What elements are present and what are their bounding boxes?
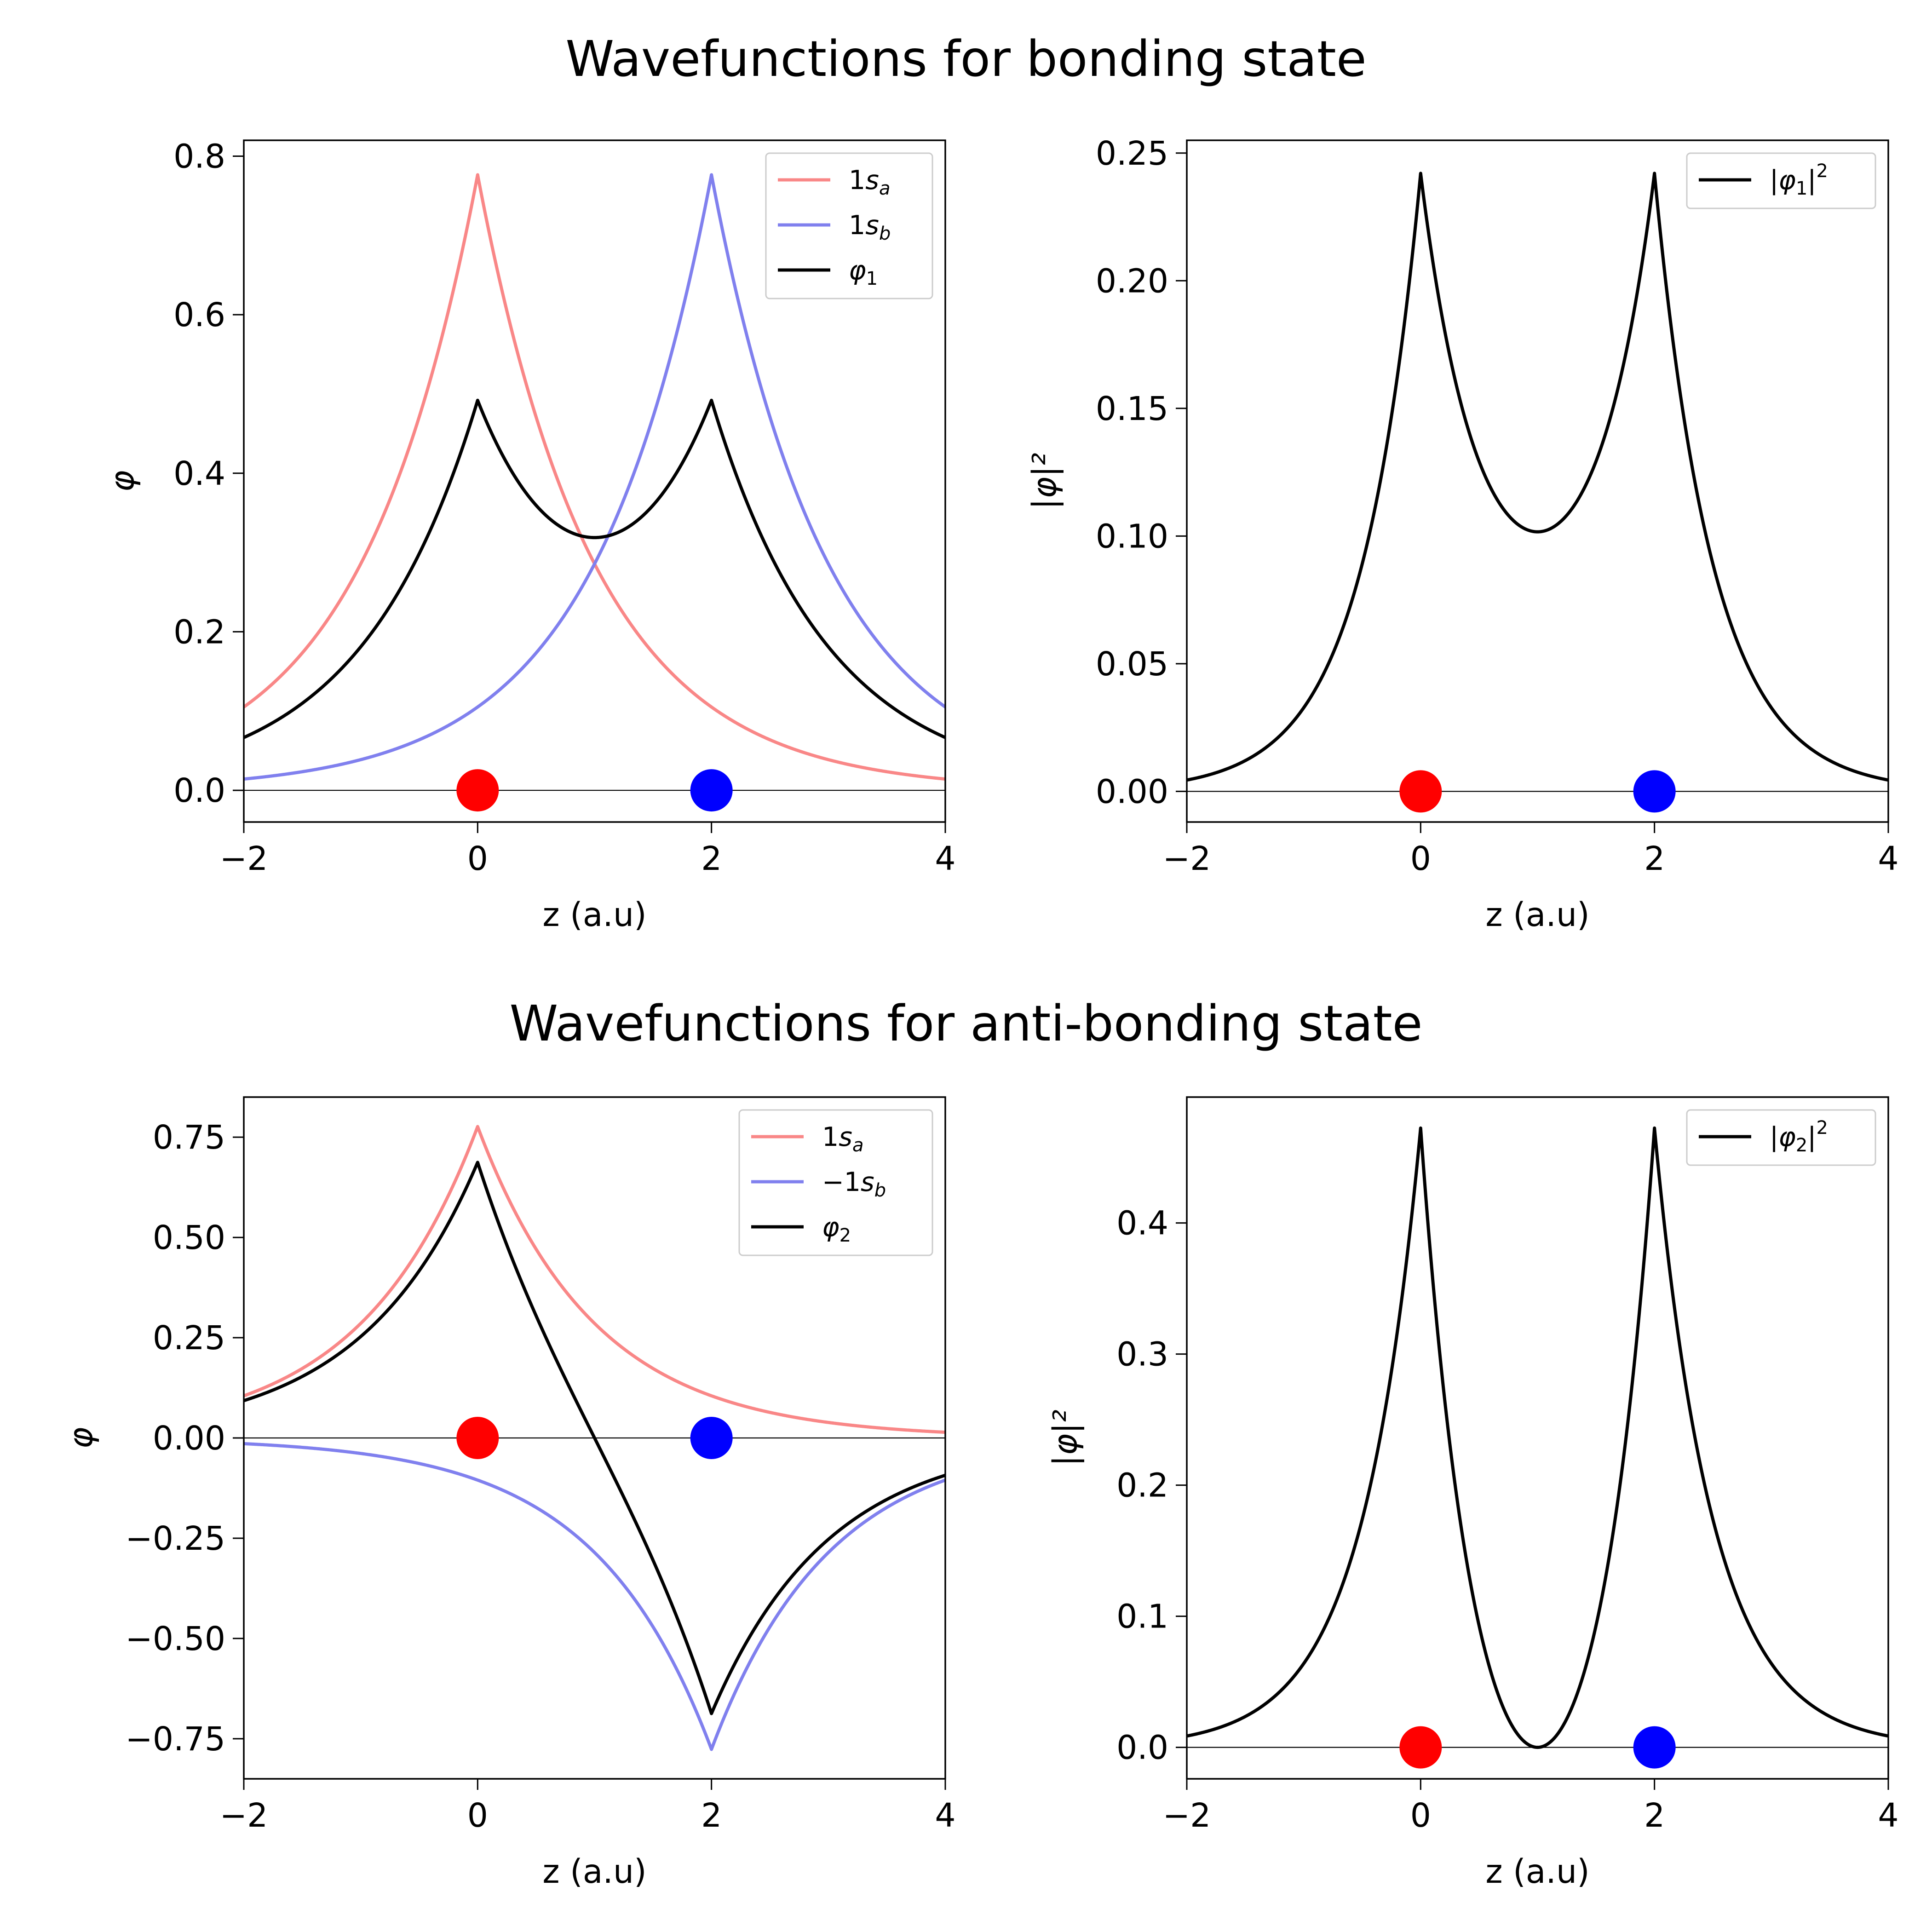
x-tick-label: 4 — [1878, 840, 1898, 878]
legend-entry-|φ1|²: |φ1|2 — [1770, 161, 1828, 199]
nucleus-marker-blue — [690, 769, 733, 812]
y-tick-label: 0.50 — [153, 1219, 225, 1257]
legend-entry-1s_b: 1sb — [849, 210, 891, 244]
axes-frame — [1186, 1096, 1889, 1780]
legend-entry-−1s_b: −1sb — [822, 1167, 886, 1201]
series-line-1s_b — [244, 173, 945, 781]
legend-entry-|φ2|²: |φ2|2 — [1770, 1117, 1828, 1156]
y-tick-label: 0.0 — [1116, 1729, 1168, 1767]
subplot-bonding-wavefunction: −2 0 2 4 0.0 0.2 0.4 0.6 0.8 z (a.u) φ 1sa 1sb φ1 — [103, 137, 956, 934]
legend-box — [1686, 152, 1876, 209]
series-line-φ1 — [244, 398, 945, 739]
y-tick-label: −0.25 — [125, 1519, 225, 1558]
x-axis-label: z (a.u) — [1485, 896, 1589, 934]
x-axis-label: z (a.u) — [1485, 1852, 1589, 1891]
nucleus-marker-red — [456, 769, 499, 812]
subplot-antibonding-wavefunction: −2 0 2 4 −0.75 −0.50 −0.25 0.00 0.25 0.50 0.75 z (a… — [62, 1096, 956, 1891]
x-tick-label: 2 — [1644, 840, 1665, 878]
x-tick-label: −2 — [220, 1796, 268, 1834]
legend-entry-1s_a: 1sa — [822, 1122, 863, 1156]
x-axis-label: z (a.u) — [542, 1852, 646, 1891]
y-tick-label: 0.10 — [1096, 517, 1168, 555]
x-tick-label: 0 — [467, 1796, 488, 1834]
y-tick-label: 0.25 — [153, 1319, 225, 1357]
y-tick-label: 0.4 — [1116, 1204, 1168, 1242]
nucleus-marker-red — [1399, 770, 1442, 813]
legend-box — [765, 152, 933, 299]
nucleus-marker-blue — [690, 1417, 733, 1459]
y-tick-label: 0.75 — [153, 1118, 225, 1156]
x-tick-label: 4 — [935, 840, 955, 878]
y-tick-label: 0.6 — [173, 296, 225, 334]
legend: 1sa −1sb φ2 — [738, 1109, 933, 1256]
subplot-bonding-density: −2 0 2 4 0.00 0.05 0.10 0.15 0.20 0.25 z (a.u) |φ|²… — [1025, 134, 1899, 934]
legend-box — [1686, 1109, 1876, 1166]
y-tick-label: 0.05 — [1096, 645, 1168, 683]
nucleus-marker-red — [1399, 1726, 1442, 1769]
x-tick-label: 2 — [701, 1796, 722, 1834]
y-tick-label: 0.00 — [1096, 772, 1168, 811]
legend-entry-1s_a: 1sa — [849, 165, 890, 199]
y-tick-label: 0.2 — [173, 613, 225, 651]
y-axis-label: |φ|² — [1046, 1409, 1085, 1466]
x-tick-label: 2 — [1644, 1796, 1665, 1834]
y-tick-label: 0.15 — [1096, 390, 1168, 428]
series-line-−1s_b — [244, 1442, 945, 1751]
legend-box — [738, 1109, 933, 1256]
y-tick-label: 0.1 — [1116, 1598, 1168, 1636]
x-tick-label: 4 — [935, 1796, 955, 1834]
series-line-|φ2|² — [1187, 1126, 1888, 1749]
series-line-1s_a — [244, 1125, 945, 1434]
subplot-antibonding-density: −2 0 2 4 0.0 0.1 0.2 0.3 0.4 z (a.u) |φ|² |φ2|2 — [1046, 1096, 1899, 1891]
x-tick-label: −2 — [220, 840, 268, 878]
legend: 1sa 1sb φ1 — [765, 152, 933, 299]
y-axis-label: φ — [103, 471, 141, 492]
x-tick-label: −2 — [1163, 1796, 1211, 1834]
x-tick-label: 0 — [1410, 840, 1431, 878]
row-title-bonding: Wavefunctions for bonding state — [565, 31, 1366, 88]
y-tick-label: 0.20 — [1096, 262, 1168, 300]
legend: |φ2|2 — [1686, 1109, 1876, 1166]
legend-entry-φ2: φ2 — [822, 1212, 851, 1246]
y-tick-label: −0.50 — [125, 1620, 225, 1658]
legend: |φ1|2 — [1686, 152, 1876, 209]
subplot-grid: −2 0 2 4 0.0 0.2 0.4 0.6 0.8 z (a.u) φ 1sa 1sb φ1 −2 0 2… — [62, 134, 1899, 1891]
nucleus-marker-red — [456, 1417, 499, 1459]
legend-entry-φ1: φ1 — [849, 255, 878, 289]
x-axis-label: z (a.u) — [542, 896, 646, 934]
nucleus-marker-blue — [1633, 770, 1676, 813]
y-tick-label: 0.2 — [1116, 1466, 1168, 1505]
y-tick-label: 0.3 — [1116, 1335, 1168, 1374]
x-tick-label: 0 — [1410, 1796, 1431, 1834]
x-tick-label: 0 — [467, 840, 488, 878]
series-line-φ2 — [244, 1161, 945, 1715]
y-tick-label: 0.25 — [1096, 134, 1168, 172]
x-tick-label: −2 — [1163, 840, 1211, 878]
y-tick-label: −0.75 — [125, 1720, 225, 1758]
series-line-|φ1|² — [1187, 172, 1888, 782]
row-title-antibonding: Wavefunctions for anti-bonding state — [510, 995, 1423, 1052]
nucleus-marker-blue — [1633, 1726, 1676, 1769]
x-tick-label: 4 — [1878, 1796, 1898, 1834]
x-tick-label: 2 — [701, 840, 722, 878]
y-tick-label: 0.00 — [153, 1419, 225, 1457]
axes-frame — [243, 139, 946, 823]
y-tick-label: 0.4 — [173, 454, 225, 493]
axes-frame — [1186, 139, 1889, 823]
y-axis-label: φ — [62, 1427, 100, 1449]
y-axis-label: |φ|² — [1025, 453, 1064, 509]
y-tick-label: 0.0 — [173, 771, 225, 810]
y-tick-label: 0.8 — [173, 137, 225, 175]
